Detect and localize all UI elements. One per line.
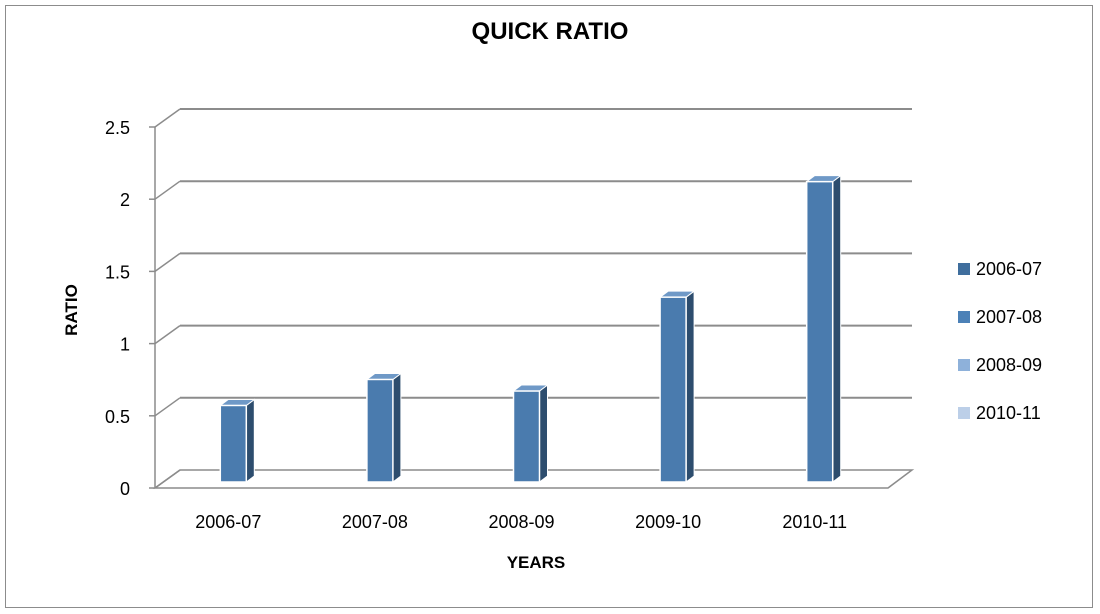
gridline-diagonal	[154, 180, 181, 200]
y-tick-label: 0.5	[105, 407, 130, 427]
bar	[219, 404, 248, 483]
legend-label: 2007-08	[976, 307, 1042, 327]
legend-swatch	[958, 359, 970, 371]
floor	[152, 469, 915, 489]
bar	[659, 296, 687, 483]
bar-side	[392, 372, 402, 483]
gridline-diagonal	[154, 324, 181, 345]
bar	[512, 390, 541, 483]
gridline-diagonal	[154, 397, 181, 417]
x-tick-label: 2010-11	[782, 512, 847, 532]
legend-swatch	[958, 311, 970, 323]
bar-side	[245, 398, 255, 483]
y-tick-label: 1.5	[105, 262, 130, 282]
bar-side	[685, 290, 695, 483]
bar-side	[832, 174, 842, 483]
chart-title: QUICK RATIO	[471, 18, 629, 45]
x-axis-label: YEARS	[506, 553, 566, 572]
bar-side	[539, 384, 548, 483]
legend-label: 2010-11	[976, 403, 1041, 423]
y-tick-label: 2	[120, 190, 130, 210]
x-tick-label: 2008-09	[488, 512, 554, 532]
legend-swatch	[958, 407, 970, 419]
gridline-diagonal	[154, 108, 181, 128]
legend-swatch	[958, 263, 970, 275]
y-tick-label: 1	[120, 335, 130, 355]
x-tick-label: 2007-08	[342, 512, 408, 532]
bar	[805, 180, 834, 483]
legend-label: 2008-09	[976, 355, 1042, 375]
y-tick-label: 0	[120, 479, 130, 499]
x-tick-label: 2006-07	[195, 512, 261, 532]
y-tick-label: 2.5	[105, 118, 130, 138]
bar	[366, 378, 394, 483]
gridline-diagonal	[154, 252, 181, 273]
x-tick-label: 2009-10	[635, 512, 701, 532]
chart-frame	[5, 5, 1093, 608]
legend-label: 2006-07	[976, 259, 1042, 279]
